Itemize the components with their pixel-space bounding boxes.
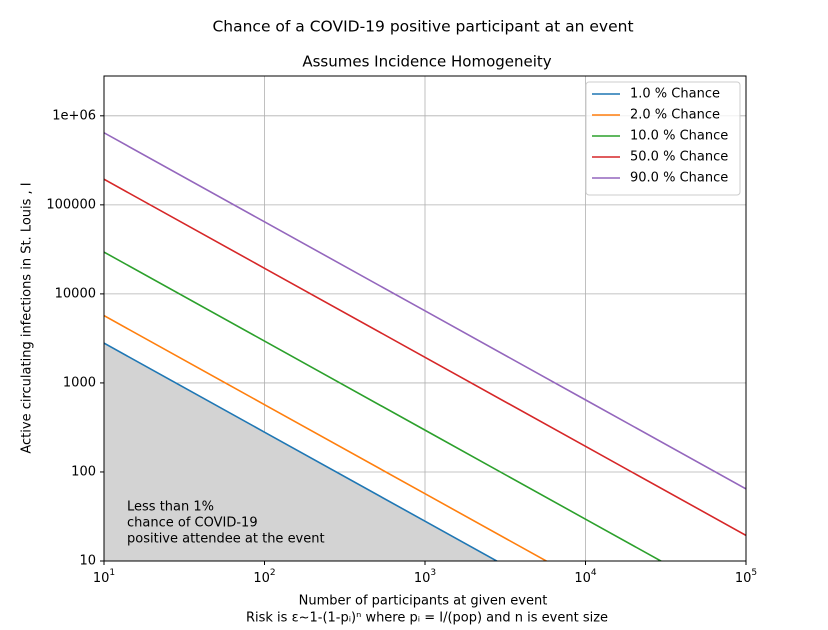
y-tick-label: 100000: [46, 197, 96, 212]
chart-subtitle: Assumes Incidence Homogeneity: [302, 53, 551, 71]
y-tick-label: 10: [79, 554, 96, 569]
x-tick-base: 10: [735, 571, 752, 586]
y-axis-label: Active circulating infections in St. Lou…: [20, 182, 35, 453]
legend-label: 1.0 % Chance: [630, 87, 720, 102]
x-tick-label: 105: [735, 568, 757, 586]
x-tick-label: 101: [93, 568, 115, 586]
x-tick-exponent: 1: [109, 568, 115, 578]
legend-label: 10.0 % Chance: [630, 129, 728, 144]
chart-title: Chance of a COVID-19 positive participan…: [212, 18, 633, 36]
x-axis-label: Number of participants at given event: [299, 594, 548, 609]
annotation: chance of COVID-19: [127, 516, 258, 531]
x-tick-base: 10: [574, 571, 591, 586]
x-tick-exponent: 2: [270, 568, 276, 578]
x-tick-exponent: 4: [591, 568, 597, 578]
x-tick-label: 102: [253, 568, 275, 586]
x-axis-label-2: Risk is ε~1-(1-pᵢ)ⁿ where pᵢ = I/(pop) a…: [246, 611, 608, 626]
series-line: [104, 314, 548, 561]
y-tick-label: 100: [71, 464, 96, 479]
legend-label: 90.0 % Chance: [630, 171, 728, 186]
y-tick-label: 1e+06: [52, 108, 96, 123]
x-tick-base: 10: [253, 571, 270, 586]
x-tick-exponent: 3: [430, 568, 436, 578]
y-tick-label: 1000: [63, 375, 96, 390]
annotation: Less than 1%: [127, 500, 214, 515]
x-tick-exponent: 5: [751, 568, 757, 578]
x-tick-base: 10: [414, 571, 431, 586]
annotation: positive attendee at the event: [127, 532, 325, 547]
series-group: [104, 132, 746, 561]
legend-label: 50.0 % Chance: [630, 150, 728, 165]
series-line: [104, 178, 746, 537]
legend-label: 2.0 % Chance: [630, 108, 720, 123]
x-tick-base: 10: [93, 571, 110, 586]
series-line: [104, 251, 663, 561]
series-line: [104, 342, 499, 561]
series-line: [104, 132, 746, 490]
y-tick-label: 10000: [55, 286, 96, 301]
axes-frame: [103, 75, 747, 562]
x-tick-label: 103: [414, 568, 436, 586]
legend-box: [585, 81, 741, 196]
x-tick-label: 104: [574, 568, 597, 586]
